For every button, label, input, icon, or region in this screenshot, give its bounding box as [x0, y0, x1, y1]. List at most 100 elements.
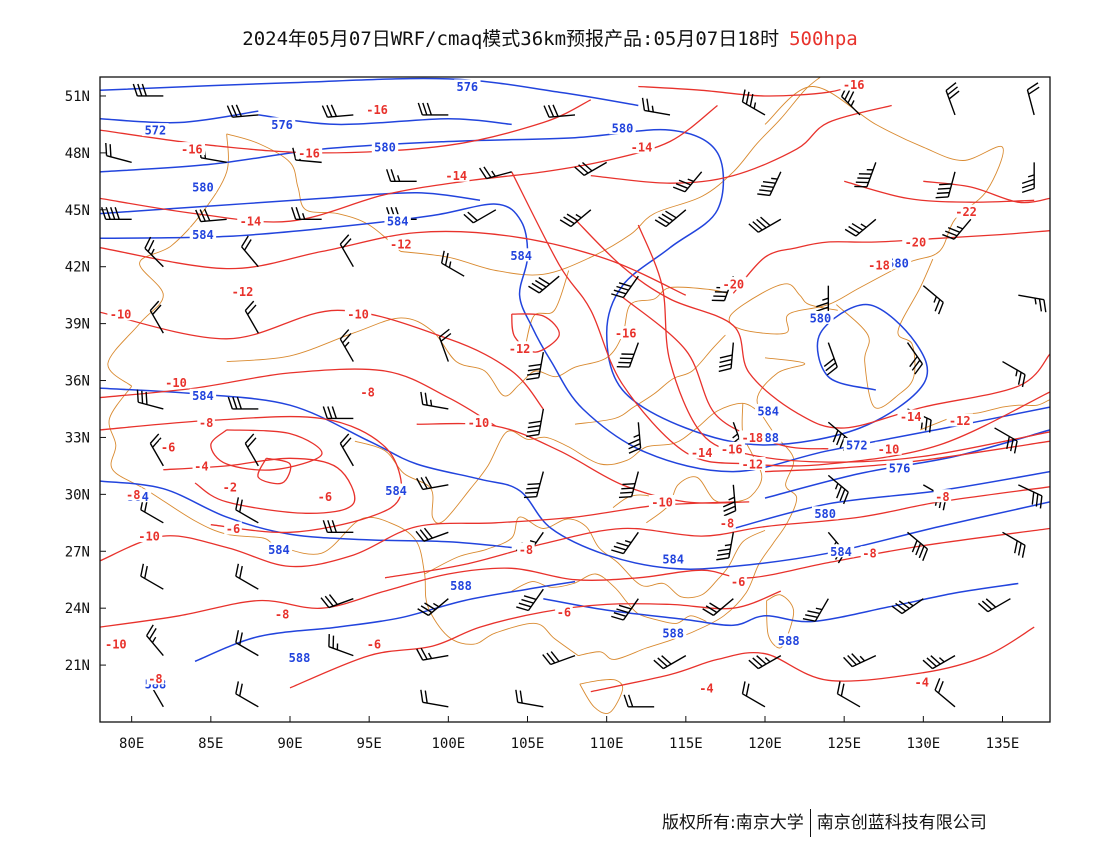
lon-tick-label: 90E — [277, 736, 302, 752]
temperature-contour-label-bg — [739, 457, 766, 470]
temperature-contour-label-bg — [933, 489, 952, 503]
temperature-contour-label-bg — [344, 307, 372, 321]
wind-barb — [227, 396, 259, 410]
height-contour-label: 580 — [814, 507, 836, 521]
temperature-contour--10 — [416, 422, 750, 504]
temperature-contour-label-bg — [865, 257, 893, 271]
temperature-contour-label: -16 — [721, 442, 743, 456]
height-contour-label-bg — [189, 388, 217, 402]
temperature-contour-label: -10 — [651, 495, 673, 509]
temperature-contour-label: -14 — [691, 446, 713, 460]
temperature-contour-label: -12 — [509, 342, 531, 356]
wind-barb — [244, 433, 259, 467]
wind-barb — [386, 169, 417, 183]
temperature-contour--18 — [590, 104, 892, 184]
border-line — [578, 357, 806, 660]
wind-barb — [146, 624, 164, 657]
height-contour-label: 580 — [810, 311, 832, 325]
temperature-contour--12 — [100, 230, 687, 296]
wind-barb — [935, 171, 956, 199]
border-line — [424, 516, 766, 599]
wind-barb — [757, 171, 782, 197]
temperature-contour-label: -4 — [915, 676, 929, 690]
temperature-contour-label: -10 — [878, 442, 900, 456]
temperature-contour-label-bg — [952, 204, 980, 218]
height-contour-588 — [543, 582, 1019, 627]
lat-tick-label: 39N — [65, 317, 90, 333]
temperature-contour-label: -12 — [741, 458, 763, 472]
temperature-contour-label: -10 — [105, 638, 127, 652]
temperature-contour-label-bg — [555, 604, 573, 618]
temperature-contour--22 — [923, 180, 1050, 204]
temperature-contour-label: -16 — [181, 143, 203, 157]
wind-barb — [906, 342, 923, 375]
temperature-contour-label: -22 — [955, 205, 977, 219]
temperature-contour-label-bg — [875, 441, 902, 455]
wind-barb — [702, 598, 734, 617]
temperature-contour-label-bg — [224, 521, 242, 535]
temperature-contour--14 — [637, 224, 1050, 463]
temperature-contour-label: -12 — [390, 237, 412, 251]
wind-barb — [574, 161, 608, 176]
border-line — [107, 133, 229, 387]
height-contour-label-bg — [142, 123, 169, 137]
lon-tick-label: 105E — [511, 736, 545, 752]
wind-barb — [322, 406, 354, 420]
lon-tick-label: 120E — [748, 736, 782, 752]
wind-barb — [105, 142, 132, 164]
temperature-contour-label: -6 — [318, 490, 332, 504]
wind-barb — [516, 588, 544, 612]
temperature-contour-label-bg — [902, 235, 929, 249]
border-line — [354, 402, 761, 524]
temperature-contour-label-bg — [729, 574, 747, 588]
height-contour-label: 584 — [387, 215, 409, 229]
wind-barb — [1018, 484, 1043, 509]
wind-barb — [945, 82, 960, 116]
lon-tick-label: 100E — [431, 736, 465, 752]
wind-barbs — [101, 82, 1047, 708]
wind-barb — [526, 408, 545, 438]
wind-barb — [416, 647, 449, 661]
wind-barb — [748, 654, 782, 670]
lon-tick-label: 115E — [669, 736, 703, 752]
temperature-contour--4 — [210, 429, 323, 471]
border-line — [920, 399, 1050, 431]
footer-separator — [809, 809, 811, 837]
border-line — [511, 573, 707, 624]
wind-barb — [611, 275, 639, 299]
wind-barb — [1002, 360, 1026, 388]
height-contour-label: 588 — [778, 634, 800, 648]
wind-barb — [140, 563, 164, 590]
lat-tick-label: 27N — [65, 544, 90, 560]
copyright-footer: 版权所有:南京大学 南京创蓝科技有限公司 — [662, 808, 987, 837]
temperature-contour-label: -6 — [226, 522, 240, 536]
map-title: 2024年05月07日WRF/cmaq模式36km预报产品:05月07日18时 5… — [0, 24, 1100, 51]
lon-tick-label: 135E — [986, 736, 1020, 752]
height-contour-label-bg — [886, 460, 913, 474]
height-contour-label-bg — [507, 248, 535, 262]
temperature-contour-label-bg — [102, 637, 130, 651]
company-text: 南京创蓝科技有限公司 — [816, 813, 987, 833]
wind-barb — [523, 471, 545, 499]
border-line — [574, 334, 726, 425]
temperature-contour-label: -6 — [557, 605, 571, 619]
height-contour-label: 584 — [385, 484, 407, 498]
temperature-contour-label: -16 — [843, 78, 865, 92]
temperature-contour-label: -10 — [468, 416, 490, 430]
wind-barb — [611, 598, 639, 621]
temperature-contour--10 — [100, 501, 734, 568]
height-contour-label: 584 — [757, 404, 779, 418]
temperature-contour-label: -10 — [110, 308, 132, 322]
temperature-contour-label: -4 — [699, 681, 713, 695]
height-contour-label: 588 — [450, 579, 472, 593]
height-contour-label: 580 — [612, 122, 634, 136]
temperature-contour-label-bg — [358, 384, 377, 398]
wind-barb — [641, 97, 671, 116]
temperature-contour-label: -10 — [138, 530, 160, 544]
wind-barb — [416, 476, 449, 491]
wind-barb — [922, 654, 956, 670]
height-contour-label: 584 — [268, 543, 290, 557]
temperature-contour-label-bg — [365, 637, 383, 651]
temperature-contour-label: -20 — [905, 236, 927, 250]
wind-barb — [420, 689, 449, 708]
